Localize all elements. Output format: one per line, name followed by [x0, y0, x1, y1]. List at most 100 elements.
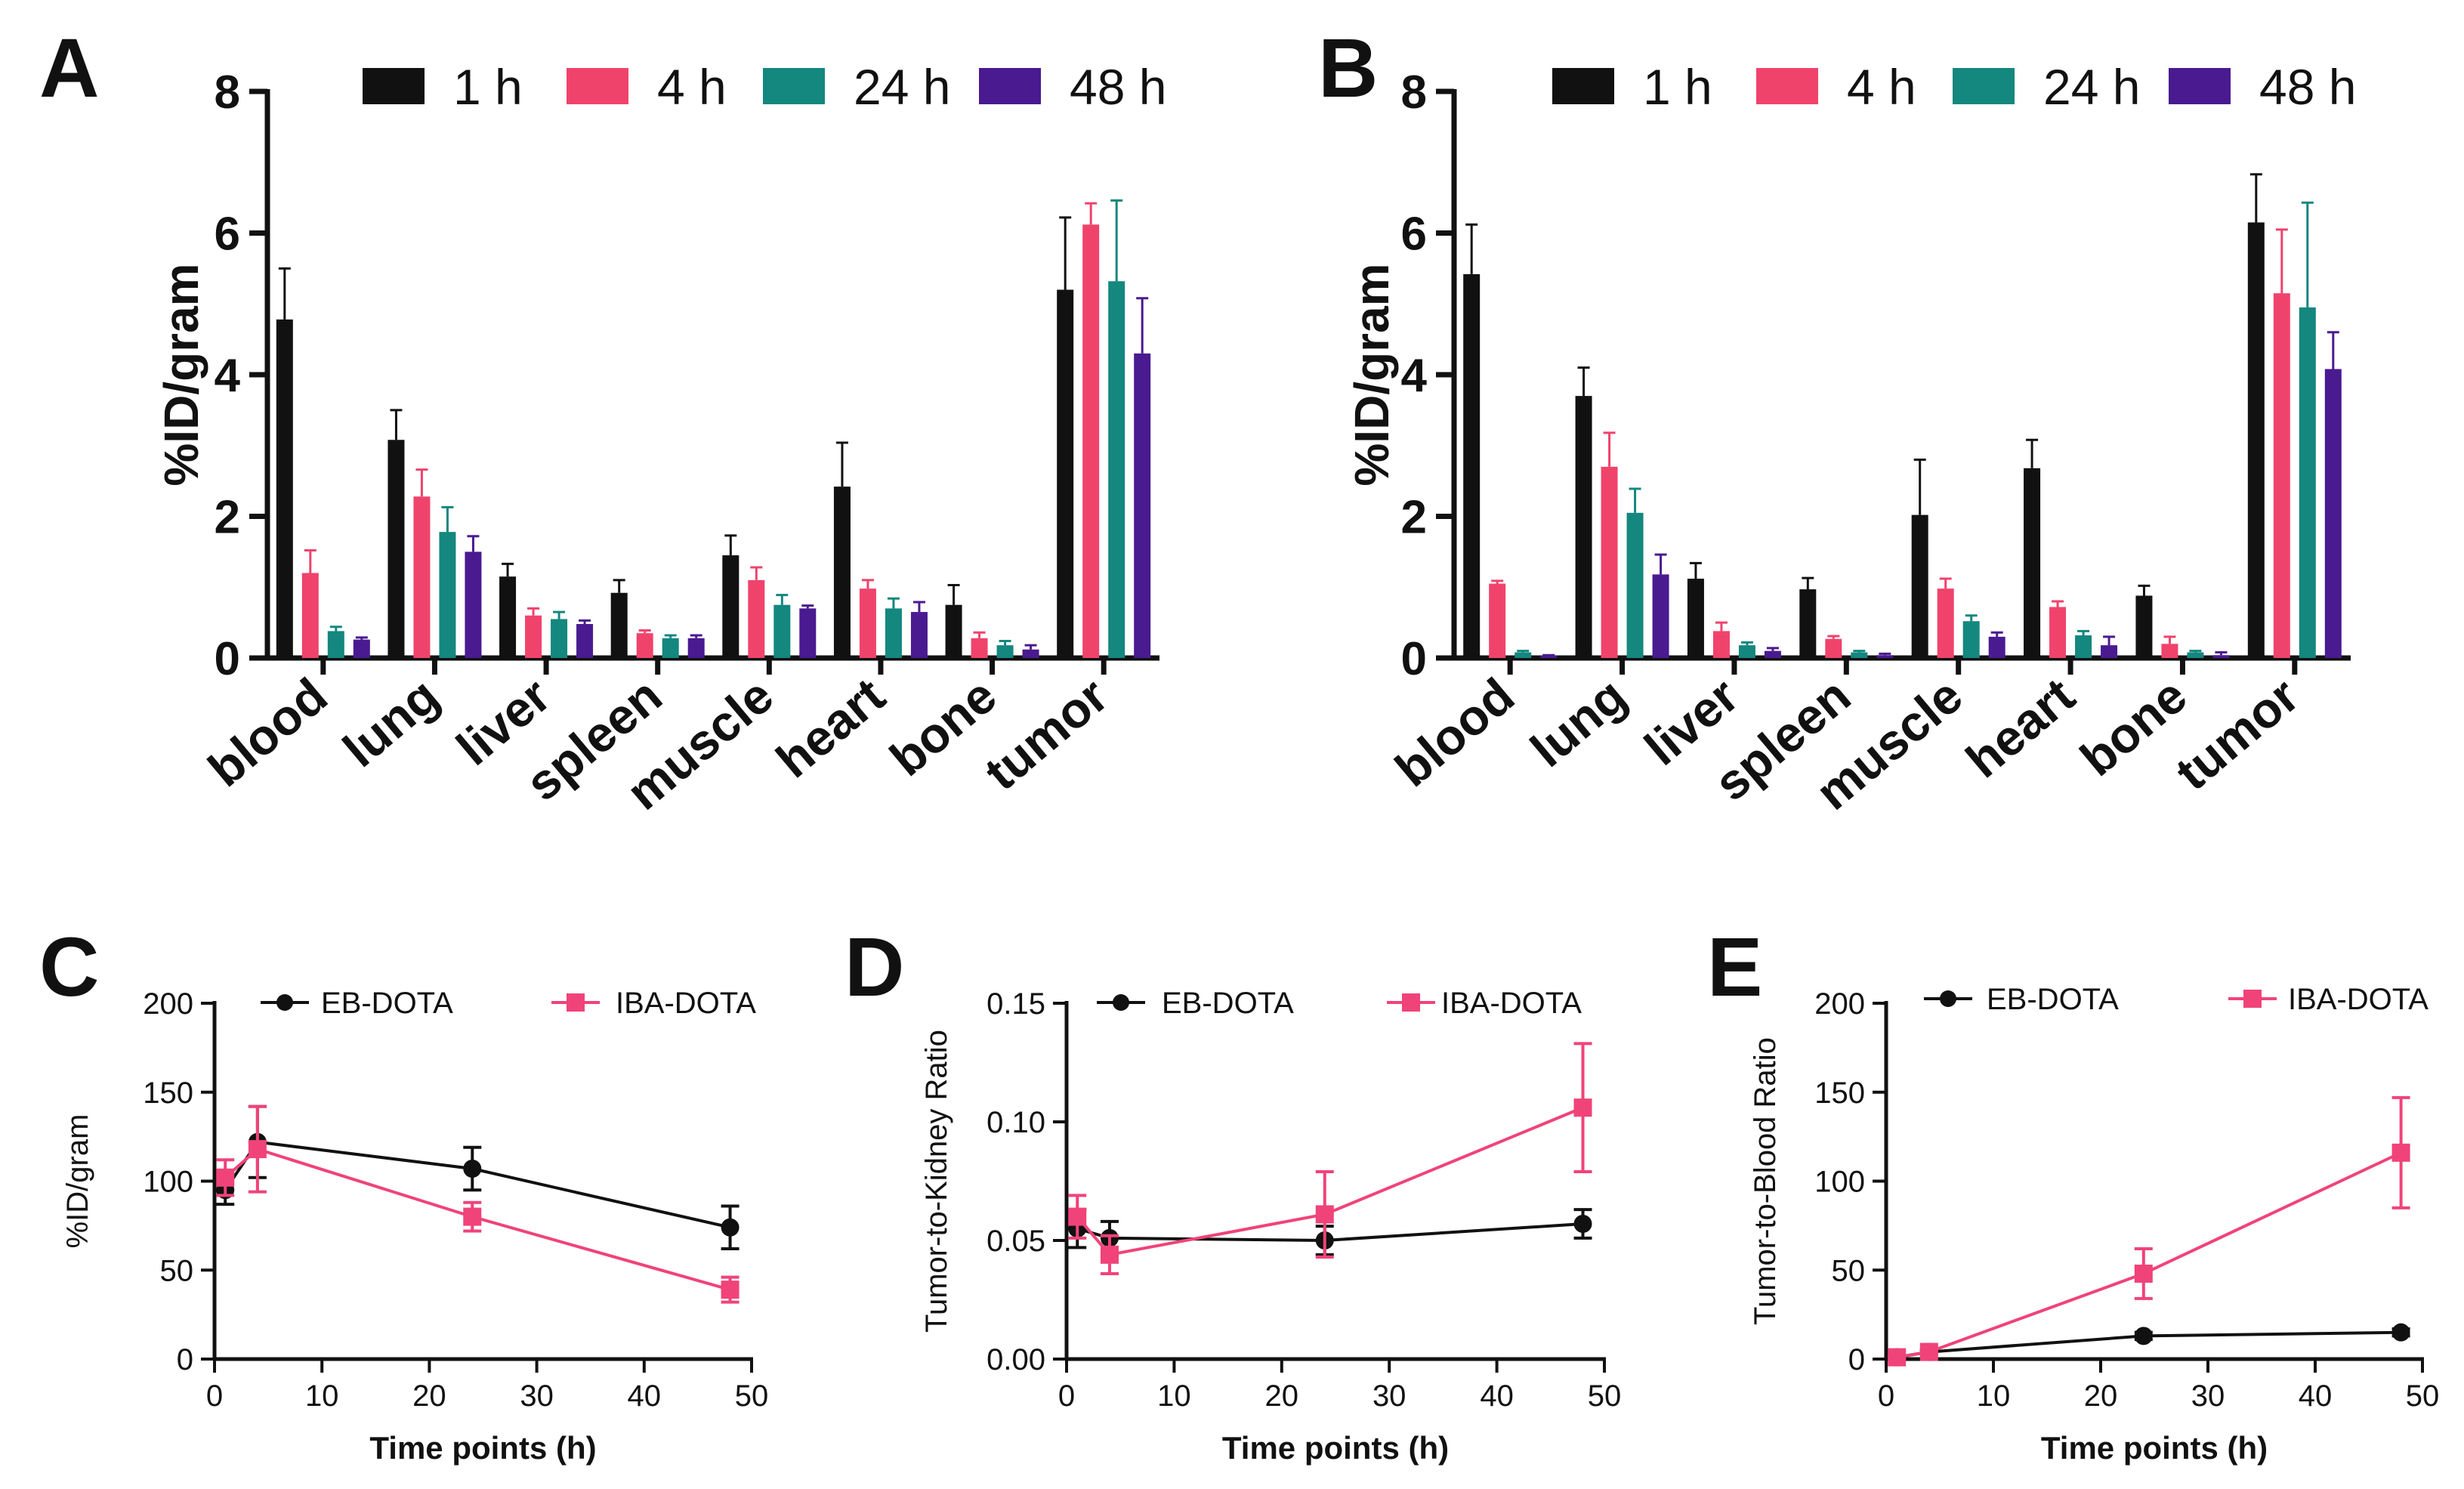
bar	[301, 573, 319, 658]
bar	[910, 612, 928, 658]
x-tick-label: 50	[1588, 1379, 1622, 1413]
legend-marker	[567, 993, 585, 1012]
y-tick-label: 50	[160, 1254, 194, 1287]
bar	[1540, 656, 1558, 658]
legend-swatch	[567, 68, 628, 104]
bar	[465, 551, 482, 658]
y-tick-label: 4	[1401, 350, 1428, 402]
data-point	[216, 1168, 235, 1187]
bar	[833, 487, 851, 658]
bar	[748, 579, 765, 658]
y-axis-title: Tumor-to-Blood Ratio	[1749, 1037, 1782, 1325]
x-tick-label: 30	[1372, 1379, 1406, 1413]
bar	[1515, 652, 1532, 658]
bar	[687, 638, 705, 658]
legend-label: IBA-DOTA	[2288, 983, 2428, 1016]
bar	[610, 592, 628, 658]
y-tick-label: 100	[1814, 1166, 1865, 1199]
data-point	[248, 1140, 267, 1159]
y-tick-label: 2	[1401, 492, 1427, 544]
bar	[636, 633, 653, 658]
data-point	[1888, 1348, 1907, 1367]
legend-marker	[276, 994, 293, 1011]
bar	[885, 608, 902, 658]
bar	[1652, 574, 1669, 658]
legend-swatch	[2169, 68, 2231, 104]
x-tick-label: 20	[1265, 1379, 1299, 1413]
legend-label: 4 h	[1847, 59, 1916, 115]
bar	[1463, 273, 1481, 658]
y-axis-title: %ID/gram	[154, 263, 208, 486]
legend-swatch	[1552, 68, 1614, 104]
bar	[1825, 638, 1842, 658]
legend-swatch	[363, 68, 425, 104]
legend-marker	[1402, 993, 1420, 1012]
legend-label: 24 h	[854, 59, 950, 115]
bar	[1687, 579, 1704, 658]
bar	[2212, 655, 2230, 658]
bar	[2324, 369, 2342, 658]
data-point	[2391, 1143, 2410, 1162]
bar	[1082, 224, 1100, 658]
bar	[2187, 652, 2204, 658]
bar	[1022, 649, 1039, 658]
x-tick-label: 40	[628, 1379, 662, 1413]
series-line	[1076, 1106, 1584, 1257]
bar	[413, 496, 431, 658]
series-line	[1896, 1151, 2402, 1359]
y-tick-label: 0	[177, 1343, 193, 1376]
y-tick-label: 2	[215, 492, 240, 544]
bar	[1134, 353, 1151, 658]
data-point	[1100, 1245, 1119, 1264]
bar	[1108, 281, 1125, 658]
bar	[2135, 595, 2153, 658]
y-tick-label: 0.10	[987, 1106, 1045, 1139]
data-point	[1919, 1342, 1938, 1361]
y-tick-label: 150	[1814, 1077, 1865, 1110]
data-point	[463, 1160, 482, 1179]
legend-marker	[1113, 994, 1129, 1011]
panel-letter: C	[39, 921, 99, 1014]
bar	[1626, 512, 1644, 658]
bar	[2161, 644, 2178, 658]
bar	[2299, 307, 2316, 658]
x-tick-label: 0	[1058, 1379, 1075, 1413]
y-tick-label: 0	[1848, 1343, 1865, 1376]
x-tick-label: 20	[2084, 1379, 2118, 1413]
y-tick-label: 4	[215, 350, 241, 402]
x-tick-label: 40	[1480, 1379, 1514, 1413]
x-tick-label: 30	[2191, 1379, 2225, 1413]
bar	[276, 319, 293, 658]
x-tick-label: 0	[1878, 1379, 1894, 1413]
legend-label: IBA-DOTA	[1441, 987, 1582, 1020]
legend-label: EB-DOTA	[321, 987, 453, 1020]
x-tick-label: 10	[1157, 1379, 1191, 1413]
y-tick-label: 200	[143, 987, 193, 1021]
data-point	[1573, 1215, 1592, 1234]
legend-label: 48 h	[2259, 59, 2356, 115]
x-tick-label: 30	[520, 1379, 554, 1413]
y-tick-label: 150	[143, 1077, 193, 1110]
legend-label: EB-DOTA	[1987, 983, 2119, 1016]
y-tick-label: 6	[1401, 209, 1427, 261]
bar	[1876, 655, 1894, 658]
x-axis-title: Time points (h)	[2041, 1430, 2268, 1466]
legend-swatch	[763, 68, 825, 104]
bar	[859, 588, 876, 658]
bar	[2273, 293, 2290, 658]
bar	[1764, 650, 1781, 658]
legend-label: 24 h	[2043, 59, 2140, 115]
data-point	[721, 1218, 740, 1237]
bar	[971, 638, 988, 658]
data-point	[1573, 1098, 1592, 1117]
bar	[662, 638, 679, 658]
x-tick-label: 50	[2406, 1379, 2440, 1413]
bar	[576, 624, 594, 658]
bar	[2247, 222, 2265, 658]
y-tick-label: 0	[215, 633, 240, 685]
bar	[2049, 607, 2067, 658]
bar	[1575, 396, 1592, 658]
series-line	[1076, 1222, 1583, 1243]
bar	[945, 604, 962, 658]
legend-label: 1 h	[453, 59, 523, 115]
